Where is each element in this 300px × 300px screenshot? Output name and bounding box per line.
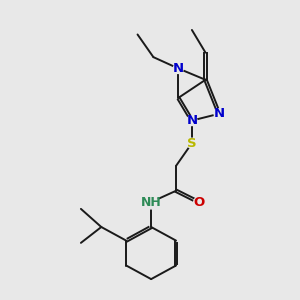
Circle shape <box>144 195 158 209</box>
Text: N: N <box>173 62 184 75</box>
Circle shape <box>194 197 204 207</box>
Text: O: O <box>193 196 204 208</box>
Circle shape <box>173 64 183 74</box>
Circle shape <box>214 109 224 119</box>
Text: S: S <box>187 137 197 150</box>
Text: N: N <box>214 107 225 120</box>
Circle shape <box>187 116 197 125</box>
Text: N: N <box>186 114 197 127</box>
Circle shape <box>187 138 197 148</box>
Text: NH: NH <box>141 196 161 208</box>
